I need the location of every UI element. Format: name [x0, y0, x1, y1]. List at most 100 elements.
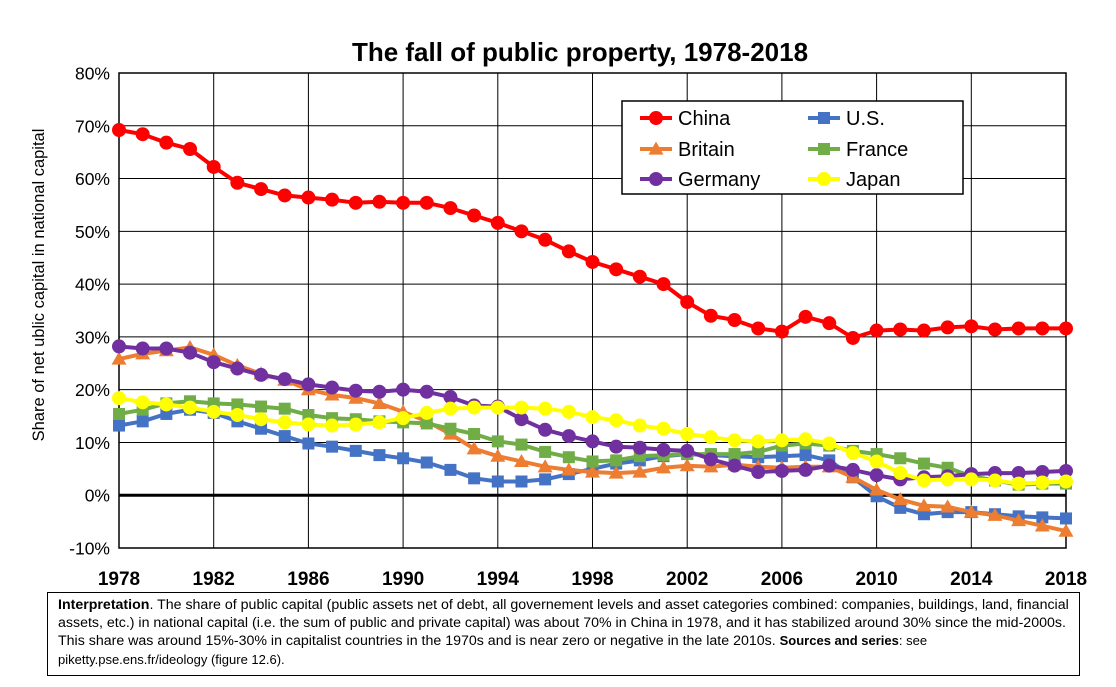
data-point-britain — [869, 482, 885, 496]
data-point-japan — [609, 413, 624, 428]
data-point-us — [491, 475, 504, 488]
data-point-france — [515, 438, 528, 451]
data-point-japan — [206, 404, 221, 419]
data-point-germany — [419, 384, 434, 399]
data-point-germany — [325, 380, 340, 395]
data-point-china — [585, 254, 600, 269]
x-tick-label: 2014 — [950, 569, 993, 590]
data-point-china — [490, 215, 505, 230]
x-tick-label: 2002 — [666, 569, 708, 590]
data-point-china — [869, 323, 884, 338]
y-tick-label: 50% — [75, 222, 110, 242]
data-point-japan — [964, 472, 979, 487]
legend-marker-france — [818, 143, 830, 155]
data-point-china — [419, 195, 434, 210]
legend-label-japan: Japan — [846, 169, 901, 191]
legend-marker-britain — [648, 141, 664, 155]
x-tick-label: 2018 — [1045, 569, 1087, 590]
data-point-germany — [609, 439, 624, 454]
chart-title: The fall of public property, 1978-2018 — [352, 37, 808, 67]
data-point-japan — [467, 400, 482, 415]
data-point-germany — [585, 434, 600, 449]
data-point-japan — [325, 418, 340, 433]
data-point-china — [348, 195, 363, 210]
data-point-britain — [537, 459, 553, 473]
data-point-china — [206, 159, 221, 174]
data-point-france — [752, 445, 765, 458]
data-point-china — [987, 322, 1002, 337]
data-point-germany — [135, 341, 150, 356]
data-point-germany — [822, 458, 837, 473]
data-point-japan — [1011, 476, 1026, 491]
data-point-china — [230, 175, 245, 190]
data-point-britain — [514, 453, 529, 468]
data-point-us — [326, 440, 339, 453]
data-point-japan — [277, 415, 292, 430]
x-tick-label: 1982 — [193, 569, 235, 590]
data-point-france — [728, 448, 741, 461]
data-point-china — [254, 182, 269, 197]
data-point-germany — [254, 367, 269, 382]
data-point-germany — [656, 442, 671, 457]
y-tick-label: 70% — [75, 116, 110, 136]
data-point-china — [1011, 321, 1026, 336]
data-point-germany — [301, 377, 316, 392]
data-point-us — [302, 437, 315, 450]
legend-marker-china — [649, 111, 663, 125]
legend-label-germany: Germany — [678, 169, 760, 191]
data-point-japan — [774, 433, 789, 448]
data-point-germany — [632, 440, 647, 455]
data-point-china — [1035, 321, 1050, 336]
data-point-japan — [869, 454, 884, 469]
data-point-us — [444, 463, 457, 476]
data-point-japan — [230, 408, 245, 422]
interpretation-label: Interpretation — [58, 597, 150, 613]
data-point-japan — [159, 397, 174, 412]
legend-label-china: China — [678, 108, 731, 130]
x-tick-label: 1978 — [98, 569, 140, 590]
data-point-germany — [798, 462, 813, 477]
data-point-britain — [987, 507, 1003, 521]
y-tick-label: 10% — [75, 433, 110, 453]
data-point-china — [751, 321, 766, 336]
data-point-france — [586, 455, 599, 468]
data-point-germany — [869, 468, 884, 483]
data-point-britain — [371, 395, 387, 409]
data-point-japan — [798, 432, 813, 447]
data-point-germany — [348, 383, 363, 398]
data-point-germany — [514, 412, 529, 427]
data-point-us — [420, 456, 433, 469]
data-point-china — [845, 330, 860, 345]
data-point-japan — [656, 421, 671, 436]
data-point-us — [775, 450, 788, 463]
y-tick-label: 30% — [75, 327, 110, 347]
data-point-us — [539, 473, 552, 486]
data-point-germany — [277, 372, 292, 387]
data-point-britain — [561, 462, 577, 476]
data-point-japan — [112, 391, 126, 406]
data-point-germany — [396, 382, 411, 397]
data-point-japan — [443, 401, 458, 416]
data-point-us — [255, 422, 268, 435]
data-point-japan — [585, 410, 600, 425]
data-point-france — [255, 400, 268, 413]
x-tick-label: 1994 — [477, 569, 520, 590]
series-china — [112, 123, 1073, 345]
data-point-britain — [490, 448, 506, 462]
data-point-germany — [703, 452, 718, 467]
data-point-china — [964, 319, 979, 334]
data-point-japan — [183, 400, 198, 415]
data-point-germany — [538, 422, 553, 437]
sources-label: Sources and series — [779, 633, 899, 649]
axes: -10% 0% 10% 20% 30% 40% 50% 60% 70% 80% 1978 1982 19… — [69, 64, 1087, 591]
data-point-us — [1036, 511, 1049, 524]
series-group — [111, 123, 1074, 537]
data-point-britain — [656, 460, 671, 474]
data-point-germany — [751, 465, 766, 479]
y-tick-label: 60% — [75, 169, 110, 189]
data-point-japan — [348, 417, 363, 432]
data-point-france — [278, 402, 291, 415]
data-point-britain — [1058, 523, 1074, 537]
data-point-china — [112, 123, 126, 137]
data-point-china — [538, 232, 553, 247]
